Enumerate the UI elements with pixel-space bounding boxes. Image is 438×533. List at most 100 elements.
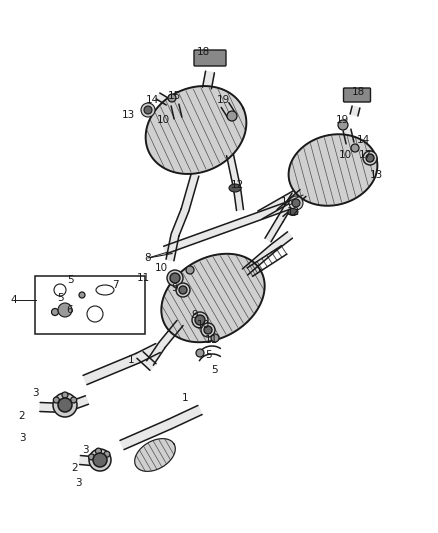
Polygon shape xyxy=(166,234,179,261)
Circle shape xyxy=(168,94,176,102)
Circle shape xyxy=(176,283,190,297)
Text: 11: 11 xyxy=(205,335,218,345)
Polygon shape xyxy=(40,402,65,413)
Circle shape xyxy=(289,196,303,210)
Polygon shape xyxy=(171,208,189,237)
Circle shape xyxy=(292,199,300,207)
Circle shape xyxy=(88,454,95,460)
Polygon shape xyxy=(161,254,265,342)
Polygon shape xyxy=(135,439,175,471)
Circle shape xyxy=(338,120,348,130)
Polygon shape xyxy=(136,344,160,362)
Circle shape xyxy=(141,103,155,117)
Text: 13: 13 xyxy=(121,110,134,120)
Text: 2: 2 xyxy=(72,463,78,473)
Circle shape xyxy=(363,151,377,165)
Circle shape xyxy=(204,326,212,334)
Text: 5: 5 xyxy=(67,275,73,285)
Text: 3: 3 xyxy=(19,433,25,443)
Polygon shape xyxy=(164,201,291,254)
Polygon shape xyxy=(137,352,156,370)
Text: 3: 3 xyxy=(32,388,38,398)
Circle shape xyxy=(53,393,77,417)
Polygon shape xyxy=(271,232,293,251)
Text: 12: 12 xyxy=(286,207,300,217)
Polygon shape xyxy=(171,104,182,119)
Text: 11: 11 xyxy=(136,273,150,283)
Text: 1: 1 xyxy=(128,355,134,365)
Circle shape xyxy=(196,349,204,357)
Text: 14: 14 xyxy=(357,135,370,145)
Circle shape xyxy=(201,323,215,337)
Circle shape xyxy=(62,392,68,398)
Ellipse shape xyxy=(229,184,241,192)
Text: 10: 10 xyxy=(155,263,168,273)
Polygon shape xyxy=(221,102,236,118)
Circle shape xyxy=(95,448,102,454)
Circle shape xyxy=(79,292,85,298)
Text: 7: 7 xyxy=(112,280,118,290)
Circle shape xyxy=(89,449,111,471)
Text: 10: 10 xyxy=(339,150,352,160)
Circle shape xyxy=(170,273,180,283)
Circle shape xyxy=(58,303,72,317)
Text: 14: 14 xyxy=(145,95,159,105)
Text: 10: 10 xyxy=(196,320,209,330)
Polygon shape xyxy=(350,106,360,116)
Circle shape xyxy=(351,144,359,152)
Text: 13: 13 xyxy=(369,170,383,180)
Text: 3: 3 xyxy=(75,478,81,488)
Text: 5: 5 xyxy=(57,293,64,303)
Polygon shape xyxy=(289,134,378,206)
Text: 8: 8 xyxy=(145,253,151,263)
Polygon shape xyxy=(233,188,244,211)
Polygon shape xyxy=(242,245,276,275)
Circle shape xyxy=(192,312,208,328)
Text: 9: 9 xyxy=(192,310,198,320)
Circle shape xyxy=(144,106,152,114)
Polygon shape xyxy=(226,154,240,189)
Ellipse shape xyxy=(288,208,298,215)
Polygon shape xyxy=(277,193,298,222)
Circle shape xyxy=(186,266,194,274)
Polygon shape xyxy=(343,129,354,144)
Circle shape xyxy=(179,286,187,294)
Polygon shape xyxy=(159,320,183,348)
Polygon shape xyxy=(80,456,103,466)
Polygon shape xyxy=(258,191,297,219)
Text: 16: 16 xyxy=(280,197,293,207)
Text: 12: 12 xyxy=(230,180,244,190)
Text: 6: 6 xyxy=(67,305,73,315)
Polygon shape xyxy=(146,86,246,174)
Circle shape xyxy=(211,334,219,342)
Circle shape xyxy=(195,315,205,325)
Text: 1: 1 xyxy=(182,393,188,403)
Text: 5: 5 xyxy=(205,350,211,360)
Text: 4: 4 xyxy=(11,295,18,305)
Text: 10: 10 xyxy=(156,115,170,125)
Text: 15: 15 xyxy=(167,91,180,101)
Text: 19: 19 xyxy=(216,95,230,105)
Text: 19: 19 xyxy=(336,115,349,125)
Text: 9: 9 xyxy=(172,283,178,293)
FancyBboxPatch shape xyxy=(343,88,371,102)
Polygon shape xyxy=(265,218,283,242)
Text: 5: 5 xyxy=(212,365,218,375)
Polygon shape xyxy=(120,419,172,449)
Polygon shape xyxy=(203,71,215,89)
Circle shape xyxy=(93,453,107,467)
Text: 17: 17 xyxy=(358,150,371,160)
Text: 2: 2 xyxy=(19,411,25,421)
Polygon shape xyxy=(64,396,88,412)
Text: 3: 3 xyxy=(82,445,88,455)
Circle shape xyxy=(71,397,77,403)
Text: 18: 18 xyxy=(351,87,364,97)
Circle shape xyxy=(104,451,110,457)
Polygon shape xyxy=(83,353,140,385)
Circle shape xyxy=(53,397,59,403)
Polygon shape xyxy=(277,190,306,216)
Polygon shape xyxy=(147,343,165,365)
Polygon shape xyxy=(156,93,170,105)
Circle shape xyxy=(227,111,237,121)
FancyBboxPatch shape xyxy=(194,50,226,66)
